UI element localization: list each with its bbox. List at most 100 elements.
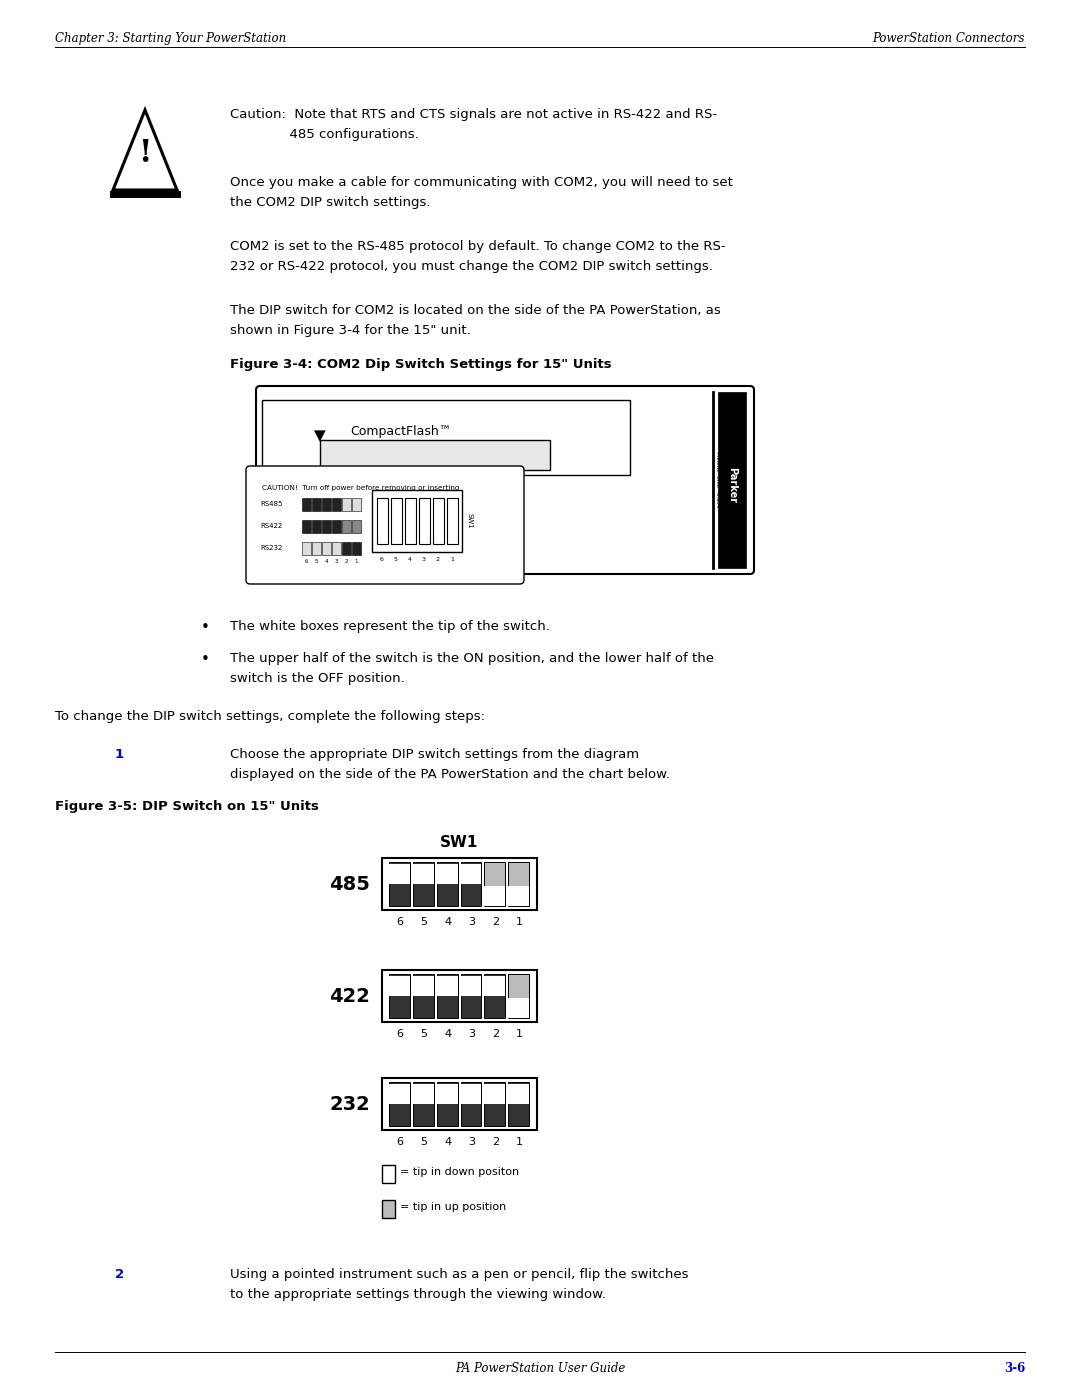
Bar	[320, 440, 550, 469]
Bar	[460, 865, 482, 884]
Text: Figure 3-5: DIP Switch on 15" Units: Figure 3-5: DIP Switch on 15" Units	[55, 800, 319, 813]
Bar	[484, 1083, 505, 1126]
Bar	[302, 497, 311, 511]
Text: 1: 1	[515, 1030, 523, 1039]
Bar	[352, 542, 361, 555]
Bar	[509, 999, 529, 1018]
Text: 2: 2	[114, 1268, 124, 1281]
Bar	[302, 542, 311, 555]
Bar	[447, 497, 458, 543]
Text: •: •	[201, 620, 210, 636]
Text: Chapter 3: Starting Your PowerStation: Chapter 3: Starting Your PowerStation	[55, 32, 286, 45]
FancyBboxPatch shape	[256, 386, 754, 574]
Text: 485: 485	[329, 875, 370, 894]
Text: Figure 3-4: COM2 Dip Switch Settings for 15" Units: Figure 3-4: COM2 Dip Switch Settings for…	[230, 358, 611, 372]
Bar	[352, 520, 361, 534]
Text: 6: 6	[305, 559, 308, 564]
Text: 232 or RS-422 protocol, you must change the COM2 DIP switch settings.: 232 or RS-422 protocol, you must change …	[230, 260, 713, 272]
Bar	[460, 977, 482, 996]
Text: 2: 2	[491, 1137, 499, 1147]
Text: Once you make a cable for communicating with COM2, you will need to set: Once you make a cable for communicating …	[230, 176, 733, 189]
Text: 2: 2	[345, 559, 348, 564]
Bar	[413, 974, 434, 1018]
Text: 422: 422	[329, 986, 370, 1006]
Text: The upper half of the switch is the ON position, and the lower half of the: The upper half of the switch is the ON p…	[230, 652, 714, 665]
Text: RS422: RS422	[260, 522, 282, 529]
Bar	[419, 497, 430, 543]
Text: to the appropriate settings through the viewing window.: to the appropriate settings through the …	[230, 1288, 606, 1301]
Text: Choose the appropriate DIP switch settings from the diagram: Choose the appropriate DIP switch settin…	[230, 747, 639, 761]
Text: 1: 1	[450, 557, 454, 562]
Text: PowerStation Connectors: PowerStation Connectors	[873, 32, 1025, 45]
Bar	[436, 1083, 458, 1126]
Bar	[436, 977, 458, 996]
Bar	[509, 862, 529, 907]
Text: 232: 232	[329, 1094, 370, 1113]
Text: 1: 1	[515, 1137, 523, 1147]
Bar	[718, 393, 746, 569]
Bar	[413, 862, 434, 907]
Text: 5: 5	[420, 916, 428, 928]
Text: RS232: RS232	[260, 545, 282, 550]
Bar	[484, 862, 505, 907]
Text: Using a pointed instrument such as a pen or pencil, flip the switches: Using a pointed instrument such as a pen…	[230, 1268, 689, 1281]
Bar	[436, 865, 458, 884]
Text: 6: 6	[396, 1137, 404, 1147]
Text: 4: 4	[444, 1137, 451, 1147]
Text: 4: 4	[324, 559, 327, 564]
Bar	[382, 1165, 395, 1183]
Bar	[382, 1200, 395, 1218]
Bar	[413, 1084, 434, 1104]
Text: 2: 2	[491, 916, 499, 928]
Text: 2: 2	[491, 1030, 499, 1039]
Bar	[509, 1083, 529, 1126]
Bar	[322, 542, 330, 555]
Bar	[312, 542, 321, 555]
Bar	[372, 490, 462, 552]
Text: To change the DIP switch settings, complete the following steps:: To change the DIP switch settings, compl…	[55, 710, 485, 724]
Bar	[460, 862, 482, 907]
Bar	[389, 862, 409, 907]
Text: 6: 6	[380, 557, 383, 562]
FancyBboxPatch shape	[246, 467, 524, 584]
Text: 5: 5	[420, 1137, 428, 1147]
Text: 6: 6	[396, 1030, 404, 1039]
Text: 4: 4	[444, 916, 451, 928]
Text: 3: 3	[468, 1137, 475, 1147]
Text: 1: 1	[114, 747, 124, 761]
Text: The DIP switch for COM2 is located on the side of the PA PowerStation, as: The DIP switch for COM2 is located on th…	[230, 305, 720, 317]
Text: 5: 5	[394, 557, 397, 562]
Bar	[389, 977, 409, 996]
Text: Parker: Parker	[727, 467, 737, 503]
Bar	[509, 886, 529, 907]
Text: the COM2 DIP switch settings.: the COM2 DIP switch settings.	[230, 196, 431, 210]
Bar	[262, 400, 630, 475]
Text: 3: 3	[468, 1030, 475, 1039]
Text: CompactFlash™: CompactFlash™	[350, 425, 451, 439]
Bar	[389, 974, 409, 1018]
Text: 3-6: 3-6	[1003, 1362, 1025, 1375]
Bar	[436, 862, 458, 907]
Bar	[460, 1084, 482, 1104]
Bar	[484, 1084, 505, 1104]
Text: CAUTION!  Turn off power before removing or inserting: CAUTION! Turn off power before removing …	[262, 485, 459, 490]
Bar	[352, 497, 361, 511]
Text: 3: 3	[468, 916, 475, 928]
Text: •: •	[201, 652, 210, 666]
Bar	[391, 497, 402, 543]
Bar	[312, 520, 321, 534]
Bar	[332, 520, 341, 534]
Bar	[436, 1084, 458, 1104]
Bar	[509, 1084, 529, 1104]
Text: COM2 is set to the RS-485 protocol by default. To change COM2 to the RS-: COM2 is set to the RS-485 protocol by de…	[230, 240, 726, 253]
Bar	[389, 1084, 409, 1104]
Bar	[342, 497, 351, 511]
Text: ▼: ▼	[314, 427, 326, 443]
Bar	[484, 974, 505, 1018]
Text: 485 configurations.: 485 configurations.	[230, 129, 419, 141]
Bar	[484, 977, 505, 996]
Bar	[322, 520, 330, 534]
Text: !: !	[138, 138, 151, 169]
Bar	[322, 497, 330, 511]
Text: 4: 4	[408, 557, 411, 562]
